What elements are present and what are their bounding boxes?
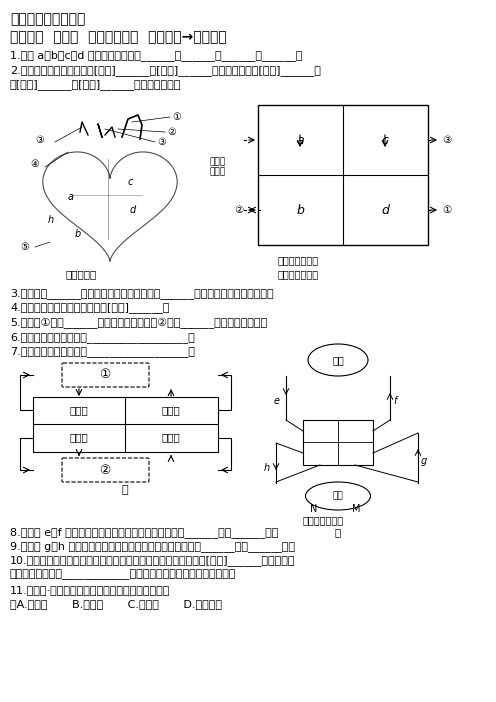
Text: 肺泡: 肺泡 <box>332 355 344 365</box>
Text: 10.某人患扁桃腺炎，对其静脉注射消炎药，药物最先进入心脏的[　　]______依次流经心: 10.某人患扁桃腺炎，对其静脉注射消炎药，药物最先进入心脏的[ ]______依… <box>10 555 296 566</box>
Text: ①: ① <box>172 112 181 122</box>
Text: ③: ③ <box>442 135 451 145</box>
Text: ②: ② <box>167 127 176 137</box>
Text: c: c <box>128 177 133 187</box>
Text: c: c <box>381 133 388 147</box>
Text: 2.心脏腔室所连的血管中，[　　]______和[　　]______内均流动脉血；[　　]______，: 2.心脏腔室所连的血管中，[ ]______和[ ]______内均流动脉血；[… <box>10 65 321 76</box>
Text: ①: ① <box>99 369 111 381</box>
Text: g: g <box>421 456 427 466</box>
Bar <box>258 105 428 245</box>
Text: 人教版七下生物试题: 人教版七下生物试题 <box>10 12 85 26</box>
Text: 9.图乙中 g、h 为组织细胞两侧的血管，其内流的血液分别是______血和______血。: 9.图乙中 g、h 为组织细胞两侧的血管，其内流的血液分别是______血和__… <box>10 541 295 552</box>
Text: 1.图中 a、b、c、d 代表的腔室分别是______，______，______，______。: 1.图中 a、b、c、d 代表的腔室分别是______，______，_____… <box>10 50 303 61</box>
Text: ②: ② <box>99 463 111 477</box>
Bar <box>33 397 218 452</box>
Text: 组织: 组织 <box>333 491 343 501</box>
Text: a: a <box>68 192 74 202</box>
Text: ③: ③ <box>157 137 166 147</box>
Text: 乙: 乙 <box>335 527 341 537</box>
Text: 11.（中考·注目）与右心室相连接的血管是（　　）: 11.（中考·注目）与右心室相连接的血管是（ ） <box>10 585 170 595</box>
Text: h: h <box>264 463 270 473</box>
Text: d: d <box>130 205 136 215</box>
Text: 第四单元  第四章  人体物质运输  心脏结构→血液循环: 第四单元 第四章 人体物质运输 心脏结构→血液循环 <box>10 30 227 44</box>
Text: 心脏结构示意图: 心脏结构示意图 <box>278 269 319 279</box>
Text: b: b <box>75 229 81 239</box>
Text: h: h <box>48 215 54 225</box>
Text: 右心房: 右心房 <box>69 405 88 415</box>
Bar <box>303 420 373 465</box>
Text: A.主动脉       B.肺静脉       C.肺动脉       D.上腔静脉: A.主动脉 B.肺静脉 C.肺动脉 D.上腔静脉 <box>10 599 222 609</box>
Text: 脏腔室的顺序是____________（用图乙中字母和箭头方式表示）。: 脏腔室的顺序是____________（用图乙中字母和箭头方式表示）。 <box>10 569 237 580</box>
Text: M: M <box>352 504 361 514</box>
Text: ⑤: ⑤ <box>20 242 29 252</box>
Text: 右心室: 右心室 <box>69 432 88 442</box>
Text: ①: ① <box>442 205 451 215</box>
Text: b: b <box>296 204 304 216</box>
Text: ②: ② <box>234 205 243 215</box>
Text: ④: ④ <box>30 159 39 169</box>
Text: 甲: 甲 <box>122 485 128 495</box>
Text: 8.图乙中 e、f 为肺泡两侧的血管，其内流的血液分别是______血和______血。: 8.图乙中 e、f 为肺泡两侧的血管，其内流的血液分别是______血和____… <box>10 527 278 538</box>
Bar <box>10 92 230 277</box>
Text: 3.心脏中的______保证血液由心房流向心室，______保证血液由心室流向动脉。: 3.心脏中的______保证血液由心房流向心室，______保证血液由心室流向动… <box>10 288 274 299</box>
Text: 4.心脏各腔室中心脏壁最厚的是[　　]______。: 4.心脏各腔室中心脏壁最厚的是[ ]______。 <box>10 302 169 313</box>
Text: N: N <box>310 504 317 514</box>
Text: e: e <box>274 396 280 406</box>
Text: 5.图甲中①代表______周围的毛细血管网，②代表______处的毛细血管网。: 5.图甲中①代表______周围的毛细血管网，②代表______处的毛细血管网。 <box>10 318 267 329</box>
Text: [　　]______，[　　]______内均流静脉血。: [ ]______，[ ]______内均流静脉血。 <box>10 79 182 90</box>
Text: 血液循环示意图: 血液循环示意图 <box>303 515 344 525</box>
Text: d: d <box>381 204 389 216</box>
Text: 7.图甲中肺循环的过程：__________________。: 7.图甲中肺循环的过程：__________________。 <box>10 346 195 357</box>
Text: ③: ③ <box>35 135 44 145</box>
Text: 心脏结构变式图: 心脏结构变式图 <box>278 255 319 265</box>
Text: 左心房: 左心房 <box>162 405 181 415</box>
Text: a: a <box>296 133 304 147</box>
Text: f: f <box>393 396 396 406</box>
Text: 6.图甲中体循环的过程：__________________。: 6.图甲中体循环的过程：__________________。 <box>10 332 195 343</box>
Text: 左心室: 左心室 <box>162 432 181 442</box>
Text: 上、下
腔静脉: 上、下 腔静脉 <box>210 157 226 177</box>
Text: 心脏解剖图: 心脏解剖图 <box>65 269 96 279</box>
